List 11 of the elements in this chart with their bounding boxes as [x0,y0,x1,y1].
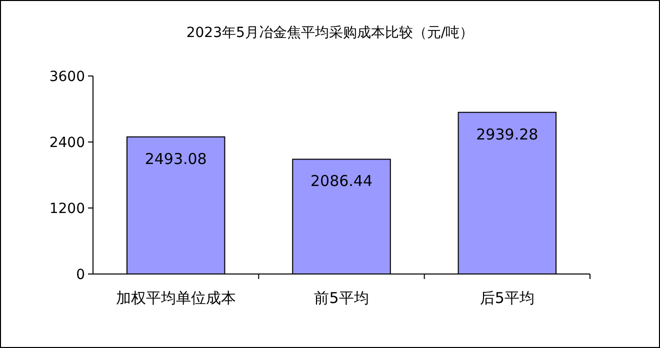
y-tick-label: 1200 [49,201,85,217]
y-tick-label: 2400 [49,135,85,151]
data-label: 2493.08 [144,150,207,168]
x-tick-label: 前5平均 [314,289,369,307]
y-tick-label: 3600 [49,69,85,85]
x-tick-label: 加权平均单位成本 [116,289,236,307]
data-label: 2939.28 [476,125,538,144]
y-tick-label: 0 [76,267,85,283]
x-tick-label: 后5平均 [480,289,534,307]
data-label: 2086.44 [310,172,373,190]
title: 2023年5月冶金焦平均采购成本比较（元/吨） [186,25,474,41]
